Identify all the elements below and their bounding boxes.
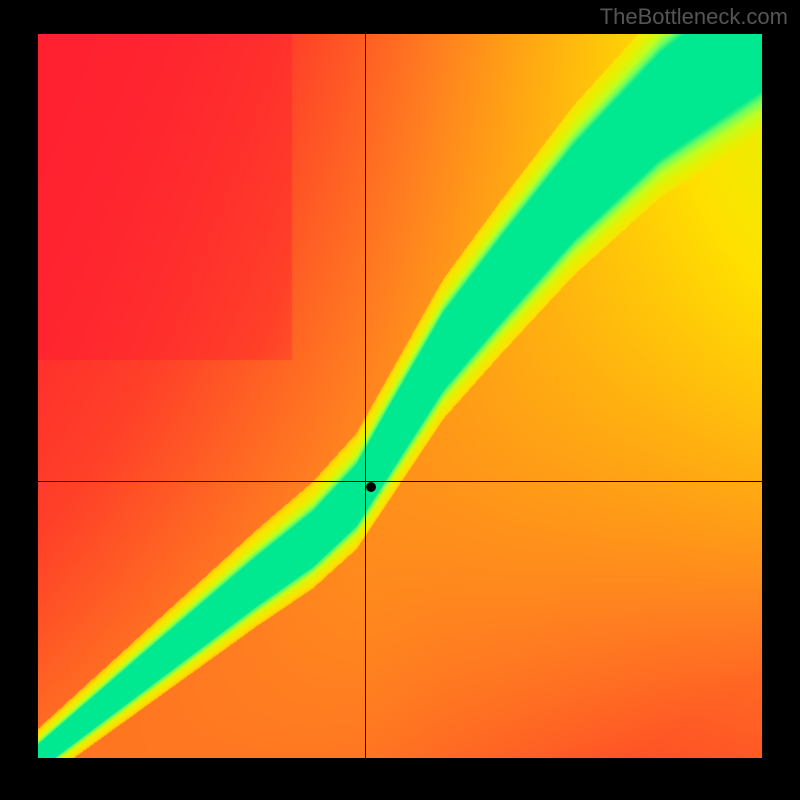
crosshair-vertical <box>365 34 366 758</box>
heatmap-plot <box>38 34 762 758</box>
crosshair-horizontal <box>38 481 762 482</box>
data-point-marker <box>366 482 376 492</box>
watermark-text: TheBottleneck.com <box>600 4 788 30</box>
heatmap-canvas <box>38 34 762 758</box>
